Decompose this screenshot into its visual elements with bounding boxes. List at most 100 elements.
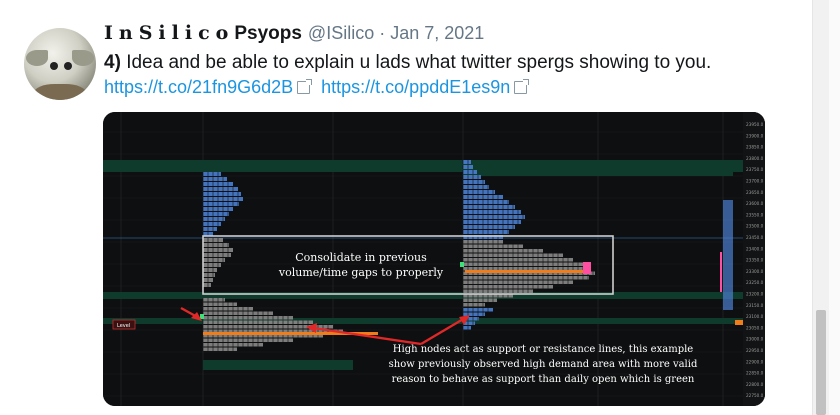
profile-row [203,192,241,196]
profile-row [203,172,221,176]
price-tick: 23350.0 [746,258,764,263]
external-link-icon [297,79,313,94]
price-tick: 22950.0 [746,348,764,353]
profile-row [203,202,239,206]
price-tick: 23400.0 [746,246,764,251]
profile-row [203,273,215,277]
price-tick: 22800.0 [746,382,764,387]
profile-row [463,312,485,316]
display-name-spaced[interactable]: InSilico [104,22,235,44]
price-tick: 22750.0 [746,393,764,398]
price-tick: 23150.0 [746,303,764,308]
profile-row [463,298,497,302]
profile-row [463,317,479,321]
profile-row [463,170,477,174]
profile-row [463,190,495,194]
profile-row [203,302,237,306]
profile-row [203,263,221,267]
profile-row [203,222,221,226]
profile-row [203,283,211,287]
profile-row [203,212,229,216]
profile-row [463,225,515,229]
arrow-head [191,312,202,321]
profile-row [463,326,471,330]
daily-open-marker [460,262,464,267]
tweet-links: https://t.co/21fn9G6d2B https://t.co/ppd… [104,77,533,98]
green-band [203,360,353,370]
avatar[interactable] [24,28,96,100]
arrow-head [306,323,317,333]
profile-row [203,258,225,262]
profile-row [463,185,489,189]
tweet-link-1[interactable]: https://t.co/21fn9G6d2B [104,77,294,97]
tweet-date[interactable]: Jan 7, 2021 [390,23,485,43]
profile-row [463,160,471,164]
avatar-eye-right [64,62,72,70]
price-axis: 23950.0 23900.0 23850.0 23800.0 23750.0 23700… [743,112,765,406]
profile-row [463,271,595,275]
arrow-high-node-left [312,326,422,346]
profile-row [463,230,509,234]
avatar-eye-left [50,62,58,70]
profile-row [463,180,485,184]
pink-node [583,262,591,274]
price-tick: 23650.0 [746,190,764,195]
profile-row [463,210,521,214]
price-tick: 23800.0 [746,156,764,161]
tweet-card[interactable]: InSilico Psyops @ISilico · Jan 7, 2021 4… [0,0,812,415]
price-tick: 23900.0 [746,133,764,138]
tweet-link-2[interactable]: https://t.co/ppddE1es9n [321,77,511,97]
profile-row [463,205,515,209]
profile-row [203,347,237,351]
profile-row [463,220,521,224]
price-tick: 23100.0 [746,314,764,319]
profile-row [203,227,217,231]
price-tick: 23600.0 [746,201,764,206]
profile-row [463,200,509,204]
level-tag: Level [117,323,130,329]
profile-row [203,298,225,302]
daily-open-marker [200,314,204,319]
user-handle[interactable]: @ISilico [307,23,375,43]
green-bands [103,160,765,370]
avatar-robe [34,84,86,100]
green-band [103,292,765,299]
annotation-line1: High nodes act as support or resistance … [393,344,694,355]
tweet-body: Idea and be able to explain u lads what … [126,52,712,73]
profile-row [463,267,591,271]
tweet-header: InSilico Psyops @ISilico · Jan 7, 2021 [104,22,484,50]
avatar-ear-left [26,50,48,66]
price-axis-bg [743,112,765,406]
price-tick: 22900.0 [746,359,764,364]
profile-row [463,175,481,179]
profile-row [203,187,238,191]
overlay-box-line1: Consolidate in previous [295,251,427,264]
overlay-box [202,235,614,295]
profile-row [463,276,589,280]
chart-screenshot: 23950.0 23900.0 23850.0 23800.0 23750.0 23700… [103,112,765,406]
price-tick: 23000.0 [746,337,764,342]
green-band [463,160,733,176]
price-tick: 23850.0 [746,145,764,150]
arrow-head [459,315,470,325]
profile-row [203,268,217,272]
price-tick: 23250.0 [746,280,764,285]
pink-bar [720,252,722,292]
page-scrollbar[interactable] [812,0,829,415]
poc-line-left [203,332,378,335]
price-tick: 23550.0 [746,212,764,217]
price-tick: 23300.0 [746,269,764,274]
price-tick: 23700.0 [746,179,764,184]
level-tag-box [112,319,136,330]
tweet-media-image[interactable]: 23950.0 23900.0 23850.0 23800.0 23750.0 23700… [103,112,765,406]
profile-row [463,215,525,219]
display-name-rest[interactable]: Psyops [234,23,302,44]
annotation-line3: reason to behave as support than daily o… [392,374,695,385]
external-link-icon [514,79,530,94]
scrollbar-thumb[interactable] [816,310,826,415]
right-profile [723,200,733,310]
price-tick: 23950.0 [746,122,764,127]
price-tick: 22850.0 [746,371,764,376]
profile-row [203,177,227,181]
annotation-line2: show previously observed high demand are… [389,359,698,370]
